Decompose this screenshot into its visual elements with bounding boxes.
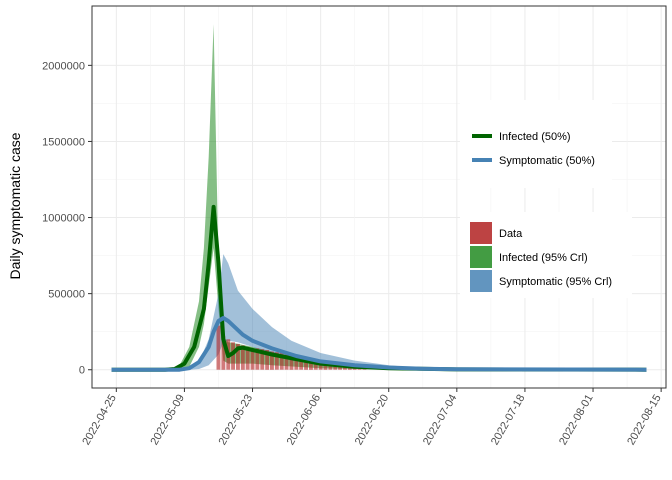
infected-95-crl-band	[169, 24, 389, 370]
legend-line-label: Infected (50%)	[499, 131, 571, 143]
data-bar	[260, 349, 265, 370]
legend-fill-key	[470, 222, 492, 244]
legend-fill-label: Data	[499, 228, 523, 240]
data-bar	[245, 346, 250, 370]
data-bar	[221, 336, 226, 370]
data-bar	[313, 359, 318, 370]
legend-fill-key	[470, 246, 492, 268]
legend-fill-label: Symptomatic (95% Crl)	[499, 276, 612, 288]
legend-line-label: Symptomatic (50%)	[499, 155, 595, 167]
x-tick-label: 2022-05-23	[217, 393, 256, 448]
y-tick-label: 1500000	[42, 136, 85, 148]
data-bar	[231, 342, 235, 370]
data-bar	[274, 352, 279, 370]
median-lines-layer	[111, 204, 647, 372]
y-axis-title: Daily symptomatic case	[7, 132, 23, 279]
data-bar	[299, 356, 304, 370]
x-tick-label: 2022-05-09	[148, 393, 187, 448]
plot-panel	[92, 6, 666, 388]
data-bar	[240, 345, 245, 370]
x-tick-label: 2022-07-04	[421, 393, 460, 448]
data-bar	[304, 357, 308, 370]
data-bar	[255, 348, 260, 370]
data-bar	[284, 354, 289, 370]
x-tick-label: 2022-07-18	[489, 393, 528, 448]
data-bar	[216, 325, 221, 370]
x-axis: 2022-04-25 2022-05-09 2022-05-23 2022-06-06…	[80, 388, 664, 448]
x-tick-label: 2022-06-06	[285, 393, 324, 448]
y-tick-label: 1000000	[42, 213, 85, 225]
bands-layer	[169, 24, 423, 370]
plot-border	[91, 5, 667, 389]
data-bar	[270, 351, 274, 370]
legend: Infected (50%) Symptomatic (50%) Data Infec…	[460, 100, 632, 298]
y-tick-label: 2000000	[42, 60, 85, 72]
legend-lines-box	[460, 100, 612, 188]
x-tick-label: 2022-08-15	[625, 393, 664, 448]
x-tick-label: 2022-06-20	[353, 393, 392, 448]
data-bar	[309, 359, 313, 370]
data-bar	[279, 353, 284, 370]
data-bar	[289, 355, 294, 370]
x-tick-label: 2022-08-01	[557, 393, 596, 448]
data-bar	[250, 348, 255, 370]
data-bar	[294, 356, 299, 370]
y-tick-label: 500000	[48, 289, 85, 301]
y-tick-label: 0	[79, 365, 85, 377]
symptomatic-50-line	[111, 316, 647, 372]
data-bar	[265, 350, 270, 370]
y-axis: 0 500000 1000000 1500000 2000000	[42, 60, 92, 377]
x-tick-label: 2022-04-25	[80, 393, 119, 448]
legend-fill-key	[470, 270, 492, 292]
symptomatic-95-crl-band	[189, 254, 423, 370]
data-bar	[236, 343, 240, 370]
legend-fill-label: Infected (95% Crl)	[499, 252, 588, 264]
